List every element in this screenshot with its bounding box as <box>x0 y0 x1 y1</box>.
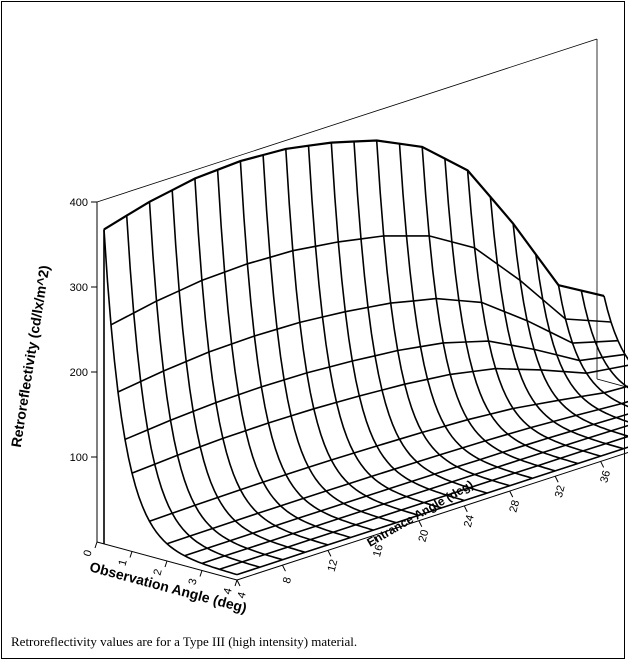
z-tick-label-400: 400 <box>70 197 88 209</box>
y-tick-8 <box>282 564 286 572</box>
y-tick-32 <box>554 476 559 483</box>
x-axis: 0 1 2 3 4 <box>82 541 238 596</box>
y-tick-label-16: 16 <box>371 543 386 558</box>
y-tick-label-12: 12 <box>326 558 341 573</box>
x-tick-1 <box>129 551 133 558</box>
x-tick-0 <box>94 541 98 549</box>
surface-line-entrance-32 <box>421 146 556 472</box>
surface-line-entrance-16 <box>239 161 374 531</box>
surface-line-entrance-46 <box>580 290 628 389</box>
surface-line-entrance-34 <box>444 158 579 465</box>
z-axis-title: Retroreflectivity (cd/lx/m^2) <box>8 264 53 448</box>
y-tick-12 <box>327 550 332 557</box>
y-axis-line <box>236 452 628 581</box>
y-axis: 4812162024283236404448 <box>236 452 628 600</box>
surface-line-entrance-18 <box>262 154 397 524</box>
y-tick-36 <box>600 461 605 468</box>
x-tick-label-2: 2 <box>152 568 165 577</box>
y-tick-label-8: 8 <box>281 576 294 585</box>
surface-line-observation-0.4 <box>110 235 612 326</box>
surface-line-entrance-8 <box>148 201 283 561</box>
surface-line-entrance-36 <box>466 170 601 457</box>
surface-line-entrance-30 <box>398 143 533 480</box>
surface-line-entrance-6 <box>125 215 260 568</box>
surface-line-entrance-14 <box>216 169 351 539</box>
surface-line-entrance-44 <box>557 285 628 408</box>
y-tick-28 <box>509 490 514 498</box>
top-back-edge <box>96 38 598 203</box>
surface-line-entrance-48 <box>603 295 628 361</box>
y-tick-24 <box>463 505 468 513</box>
x-tick-label-4: 4 <box>222 587 235 596</box>
y-tick-label-28: 28 <box>507 499 522 514</box>
surface-line-entrance-28 <box>375 140 510 487</box>
surface-line-entrance-20 <box>285 148 420 517</box>
y-tick-label-4: 4 <box>236 591 249 600</box>
y-tick-16 <box>372 535 377 542</box>
surface-line-entrance-24 <box>330 142 465 502</box>
figure-caption: Retroreflectivity values are for a Type … <box>11 634 358 649</box>
z-tick-label-200: 200 <box>70 367 88 379</box>
y-tick-4 <box>236 579 241 587</box>
y-tick-20 <box>418 520 423 527</box>
floor-right-edge <box>596 378 628 388</box>
surface-line-observation-1.5 <box>149 385 628 523</box>
surface-line-entrance-10 <box>171 190 306 554</box>
z-tick-label-100: 100 <box>70 452 88 464</box>
y-tick-label-36: 36 <box>598 469 613 484</box>
y-tick-label-32: 32 <box>553 484 568 499</box>
y-tick-label-20: 20 <box>417 528 432 543</box>
surface-line-entrance-4 <box>103 229 238 576</box>
x-tick-2 <box>164 560 168 568</box>
z-tick-label-300: 300 <box>70 282 88 294</box>
surface-line-observation-0.2 <box>103 139 605 297</box>
surface-line-entrance-26 <box>353 141 488 494</box>
surface-line-entrance-22 <box>307 145 442 509</box>
surface-line-entrance-12 <box>194 178 329 546</box>
x-tick-label-1: 1 <box>117 558 130 567</box>
surface-line-entrance-40 <box>512 223 628 437</box>
x-tick-label-0: 0 <box>82 549 95 558</box>
x-tick-3 <box>199 570 203 577</box>
x-tick-4 <box>234 579 238 587</box>
surface-mesh <box>103 139 628 576</box>
surface-line-entrance-42 <box>535 254 628 423</box>
x-tick-label-3: 3 <box>187 577 200 586</box>
z-axis: 100 200 300 400 <box>70 197 98 542</box>
y-tick-label-24: 24 <box>462 514 477 529</box>
surface-line-entrance-38 <box>489 196 624 450</box>
